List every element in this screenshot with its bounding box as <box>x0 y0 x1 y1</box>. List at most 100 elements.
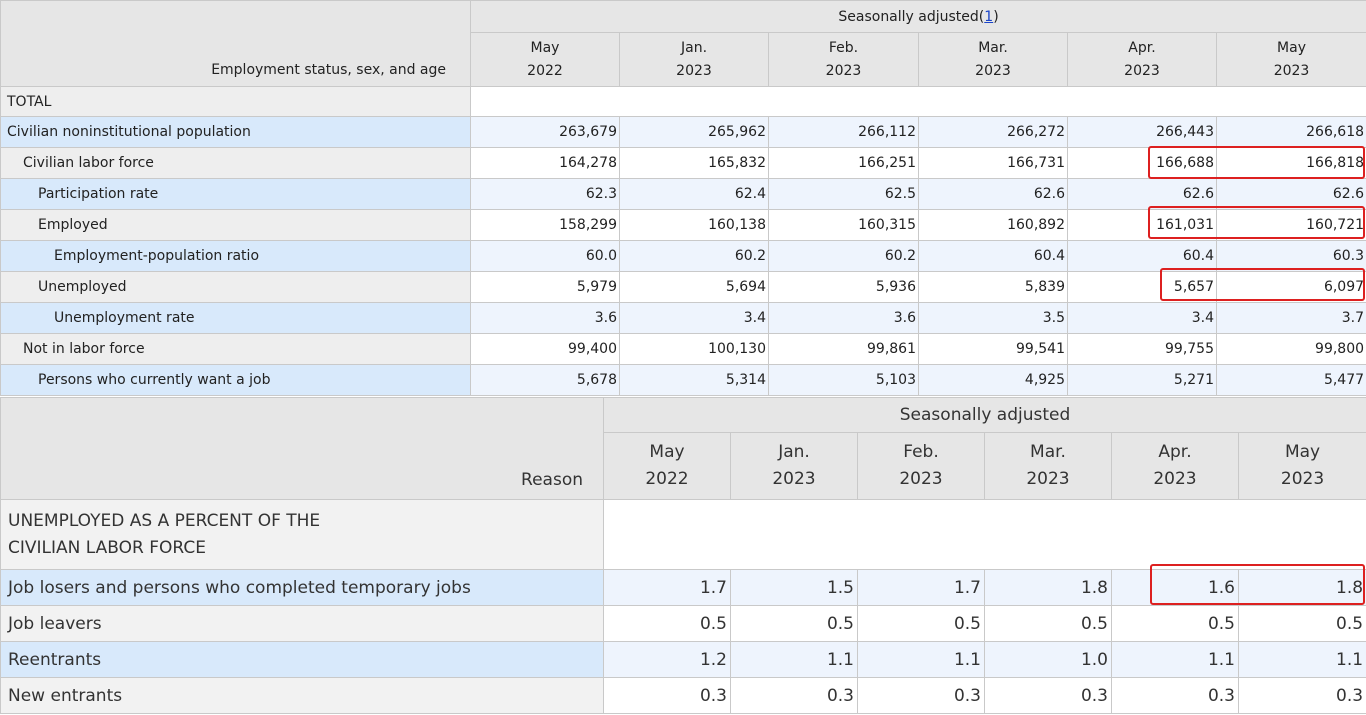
column-header: Jan. 2023 <box>619 32 769 87</box>
cell-value: 160,138 <box>619 209 769 241</box>
table-row: Employed 158,299 160,138 160,315 160,892… <box>0 209 1366 241</box>
cell-value: 160,315 <box>768 209 919 241</box>
cell-value: 0.3 <box>1111 677 1239 714</box>
row-label: Employed <box>0 209 471 241</box>
row-label: Unemployment rate <box>0 302 471 334</box>
cell-value: 1.1 <box>1111 641 1239 678</box>
cell-value: 3.4 <box>619 302 769 334</box>
cell-value: 62.6 <box>918 178 1068 210</box>
row-label: Job losers and persons who completed tem… <box>0 569 604 606</box>
table-row: Employment-population ratio 60.0 60.2 60… <box>0 240 1366 272</box>
table-row: Unemployed 5,979 5,694 5,936 5,839 5,657… <box>0 271 1366 303</box>
table-row: Civilian noninstitutional population 263… <box>0 116 1366 148</box>
section-label: TOTAL <box>0 86 471 117</box>
column-month: Jan. <box>680 39 708 56</box>
table-row: Reentrants 1.2 1.1 1.1 1.0 1.1 1.1 <box>0 641 1366 678</box>
column-header: May 2023 <box>1215 32 1366 87</box>
row-label: Participation rate <box>0 178 471 210</box>
cell-value: 166,731 <box>918 147 1068 179</box>
cell-value: 0.3 <box>857 677 985 714</box>
cell-value: 1.5 <box>730 569 858 606</box>
cell-value: 1.6 <box>1111 569 1239 606</box>
section-label-line: CIVILIAN LABOR FORCE <box>8 537 206 558</box>
column-year: 2022 <box>645 469 689 489</box>
cell-value: 160,721 <box>1215 209 1366 241</box>
column-month: Jan. <box>778 442 810 462</box>
column-year: 2023 <box>1273 62 1310 79</box>
footnote-link[interactable]: 1 <box>984 8 994 25</box>
column-header: May 2022 <box>603 432 731 500</box>
column-header: May 2023 <box>1237 432 1366 500</box>
column-month: Mar. <box>978 39 1008 56</box>
section-label-line: UNEMPLOYED AS A PERCENT OF THE <box>8 510 321 531</box>
table-row: Job losers and persons who completed tem… <box>0 569 1366 606</box>
cell-value: 5,936 <box>768 271 919 303</box>
column-month: Mar. <box>1030 442 1066 462</box>
column-header: Feb. 2023 <box>857 432 985 500</box>
cell-value: 0.5 <box>1111 605 1239 642</box>
table-row: Participation rate 62.3 62.4 62.5 62.6 6… <box>0 178 1366 210</box>
section-spacer <box>602 499 1366 570</box>
cell-value: 1.7 <box>603 569 731 606</box>
row-label: Unemployed <box>0 271 471 303</box>
column-month: Apr. <box>1128 39 1156 56</box>
cell-value: 3.5 <box>918 302 1068 334</box>
cell-value: 160,892 <box>918 209 1068 241</box>
column-year: 2023 <box>825 62 862 79</box>
row-label: Job leavers <box>0 605 604 642</box>
cell-value: 165,832 <box>619 147 769 179</box>
cell-value: 3.7 <box>1215 302 1366 334</box>
column-year: 2023 <box>899 469 943 489</box>
cell-value: 3.6 <box>768 302 919 334</box>
cell-value: 5,103 <box>768 364 919 396</box>
cell-value: 166,818 <box>1215 147 1366 179</box>
cell-value: 1.0 <box>984 641 1112 678</box>
column-month: Feb. <box>828 39 859 56</box>
column-year: 2023 <box>1124 62 1160 79</box>
cell-value: 1.8 <box>1237 569 1366 606</box>
table-row: Unemployment rate 3.6 3.4 3.6 3.5 3.4 3.… <box>0 302 1366 334</box>
row-label: Employment-population ratio <box>0 240 471 272</box>
cell-value: 1.1 <box>730 641 858 678</box>
cell-value: 99,755 <box>1067 333 1217 365</box>
cell-value: 62.6 <box>1215 178 1366 210</box>
cell-value: 0.5 <box>857 605 985 642</box>
cell-value: 5,678 <box>470 364 620 396</box>
cell-value: 266,443 <box>1067 116 1217 148</box>
section-label: UNEMPLOYED AS A PERCENT OF THE CIVILIAN … <box>0 499 604 570</box>
cell-value: 5,694 <box>619 271 769 303</box>
cell-value: 0.3 <box>1237 677 1366 714</box>
column-month: May <box>649 442 685 462</box>
column-header: Apr. 2023 <box>1067 32 1217 87</box>
stub-header: Employment status, sex, and age <box>0 0 471 87</box>
cell-value: 266,618 <box>1215 116 1366 148</box>
column-year: 2023 <box>975 62 1011 79</box>
cell-value: 164,278 <box>470 147 620 179</box>
cell-value: 166,251 <box>768 147 919 179</box>
column-header: May 2022 <box>470 32 620 87</box>
cell-value: 99,541 <box>918 333 1068 365</box>
column-header: Mar. 2023 <box>918 32 1068 87</box>
cell-value: 3.6 <box>470 302 620 334</box>
cell-value: 100,130 <box>619 333 769 365</box>
table-row: Job leavers 0.5 0.5 0.5 0.5 0.5 0.5 <box>0 605 1366 642</box>
column-header: Apr. 2023 <box>1111 432 1239 500</box>
column-month: Feb. <box>903 442 939 462</box>
cell-value: 166,688 <box>1067 147 1217 179</box>
cell-value: 0.5 <box>730 605 858 642</box>
column-month: Apr. <box>1158 442 1192 462</box>
group-header-label: Seasonally adjusted <box>838 8 979 25</box>
row-label: Civilian noninstitutional population <box>0 116 471 148</box>
cell-value: 0.5 <box>984 605 1112 642</box>
cell-value: 1.1 <box>857 641 985 678</box>
unemployment-reason-table: Reason Seasonally adjusted May 2022 Jan. 2… <box>0 397 1366 714</box>
cell-value: 60.4 <box>918 240 1068 272</box>
cell-value: 263,679 <box>470 116 620 148</box>
cell-value: 266,272 <box>918 116 1068 148</box>
cell-value: 1.2 <box>603 641 731 678</box>
cell-value: 99,861 <box>768 333 919 365</box>
cell-value: 5,477 <box>1215 364 1366 396</box>
cell-value: 158,299 <box>470 209 620 241</box>
column-year: 2023 <box>676 62 712 79</box>
column-header: Jan. 2023 <box>730 432 858 500</box>
